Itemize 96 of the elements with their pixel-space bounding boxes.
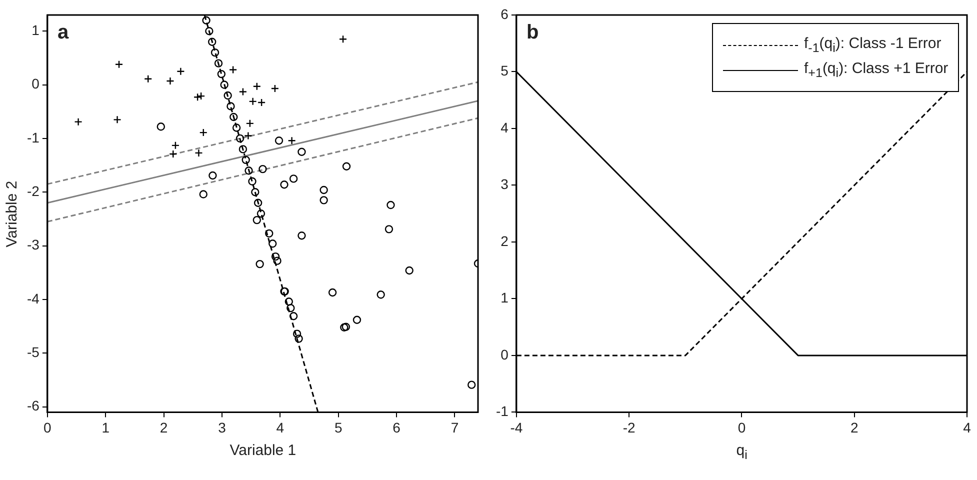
point [328, 288, 337, 297]
point [171, 141, 180, 150]
x-tick-label: 5 [334, 419, 342, 436]
point [342, 162, 351, 170]
point [256, 210, 266, 218]
point [248, 177, 256, 186]
point [265, 229, 274, 238]
y-tick-label: 6 [500, 6, 509, 22]
point [338, 35, 348, 44]
point [251, 188, 260, 196]
x-axis-title: Variable 1 [230, 442, 296, 460]
y-tick-label: -2 [26, 182, 40, 199]
point [254, 198, 262, 207]
point [236, 134, 244, 143]
y-tick-label: -5 [26, 344, 40, 360]
point [217, 70, 226, 78]
x-tick-label: 4 [963, 419, 972, 436]
point [320, 186, 328, 194]
x-tick-label: 2 [160, 419, 168, 436]
point [208, 171, 217, 180]
annotation: a [57, 22, 70, 44]
point [156, 122, 166, 131]
y-tick-label: 4 [500, 119, 509, 136]
point [352, 316, 362, 324]
point [238, 88, 248, 96]
y-tick-label: 2 [500, 232, 509, 249]
point [226, 102, 235, 110]
point [114, 60, 124, 68]
y-tick-label: -1 [26, 129, 40, 146]
point [384, 225, 394, 234]
point [289, 312, 298, 320]
y-axis-title: Variable 2 [4, 180, 20, 247]
point [386, 200, 395, 210]
point [202, 16, 210, 24]
point [224, 91, 232, 100]
y-tick-label: -1 [496, 403, 509, 420]
point [199, 190, 208, 198]
point [210, 48, 220, 57]
point [228, 66, 238, 74]
point [246, 119, 254, 128]
x-tick-label: 0 [44, 419, 52, 436]
y-tick-label: -3 [26, 236, 40, 253]
y-tick-label: 3 [500, 176, 509, 192]
point [244, 166, 253, 175]
y-tick-label: 1 [500, 290, 509, 306]
point [208, 38, 216, 46]
point [298, 232, 306, 240]
x-tick-label: 6 [392, 419, 401, 436]
point [274, 136, 284, 145]
annotation: b [526, 22, 539, 44]
point [230, 112, 238, 122]
point [166, 76, 174, 86]
point [468, 380, 476, 389]
legend-label: f$_{-1}$(q$_{i}$): Class -1 Error [804, 35, 942, 55]
point [342, 322, 350, 331]
point [232, 124, 241, 132]
point [220, 80, 228, 89]
y-tick-label: -6 [26, 398, 40, 414]
point [376, 290, 385, 299]
point [256, 260, 264, 268]
point [268, 240, 277, 248]
point [258, 164, 267, 174]
point [340, 323, 348, 332]
y-tick-label: 1 [32, 22, 40, 38]
point [214, 59, 223, 68]
y-tick-label: -4 [26, 290, 40, 306]
point [320, 196, 328, 204]
point [252, 216, 262, 224]
point [289, 174, 298, 183]
point [294, 334, 303, 343]
x-tick-label: 7 [450, 419, 459, 436]
y-tick-label: 5 [500, 62, 509, 79]
x-tick-label: 4 [276, 419, 284, 436]
point [270, 84, 280, 93]
legend-label: f$_{+1}$(q$_{i}$): Class +1 Error [804, 60, 948, 80]
point [238, 145, 248, 154]
x-tick-label: 1 [102, 419, 110, 436]
point [298, 148, 306, 156]
point [205, 27, 214, 36]
point [292, 330, 302, 338]
point [280, 180, 288, 189]
point [286, 304, 295, 312]
point [169, 150, 178, 158]
point [405, 266, 414, 275]
x-axis-title: q$_{i}$ [736, 442, 748, 462]
x-tick-label: 3 [218, 419, 226, 436]
point [242, 156, 250, 164]
y-tick-label: 0 [32, 76, 40, 92]
x-tick-label: 0 [738, 419, 746, 436]
x-tick-label: -2 [622, 419, 636, 436]
y-tick-label: 0 [500, 346, 509, 362]
point [271, 252, 280, 261]
point [273, 256, 282, 265]
point [257, 98, 266, 107]
x-tick-label: 2 [850, 419, 858, 436]
point [284, 298, 294, 306]
